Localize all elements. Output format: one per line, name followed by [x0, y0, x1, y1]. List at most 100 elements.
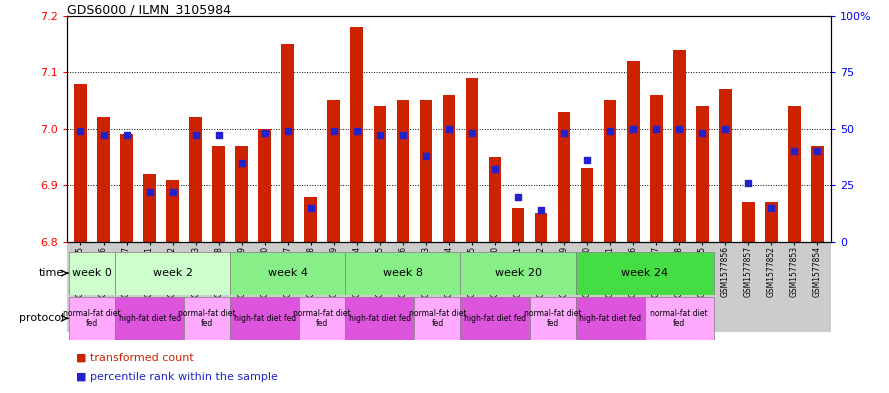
Point: [741, 180, 756, 186]
Bar: [396, 101, 409, 242]
Text: time: time: [39, 268, 64, 278]
Point: [695, 130, 709, 136]
Text: week 24: week 24: [621, 268, 669, 278]
Bar: [604, 101, 616, 242]
Point: [372, 132, 387, 139]
Bar: [230, 252, 345, 295]
Bar: [696, 106, 709, 242]
Point: [142, 189, 156, 195]
Bar: [581, 168, 594, 242]
Point: [165, 189, 180, 195]
Text: week 20: week 20: [494, 268, 541, 278]
Text: protocol: protocol: [20, 313, 64, 323]
Text: high-fat diet fed: high-fat diet fed: [348, 314, 411, 323]
Point: [649, 126, 663, 132]
Bar: [327, 101, 340, 242]
Text: normal-fat diet
fed: normal-fat diet fed: [63, 309, 121, 328]
Bar: [230, 297, 300, 340]
Text: normal-fat diet
fed: normal-fat diet fed: [179, 309, 236, 328]
Bar: [304, 196, 317, 242]
Bar: [69, 297, 115, 340]
Point: [810, 148, 824, 154]
Bar: [443, 95, 455, 242]
Bar: [300, 297, 345, 340]
Bar: [765, 202, 778, 242]
Point: [419, 153, 433, 159]
Text: high-fat diet fed: high-fat diet fed: [118, 314, 180, 323]
Bar: [345, 297, 414, 340]
Bar: [115, 297, 184, 340]
Point: [281, 128, 295, 134]
Point: [212, 132, 226, 139]
Bar: [212, 146, 225, 242]
Text: normal-fat diet
fed: normal-fat diet fed: [409, 309, 466, 328]
Bar: [115, 252, 230, 295]
Bar: [466, 78, 478, 242]
Text: ■ percentile rank within the sample: ■ percentile rank within the sample: [76, 372, 277, 382]
Point: [488, 166, 502, 173]
Bar: [489, 157, 501, 242]
Point: [235, 160, 249, 166]
Point: [672, 126, 686, 132]
Point: [465, 130, 479, 136]
Bar: [811, 146, 824, 242]
Point: [96, 132, 110, 139]
Bar: [673, 50, 685, 242]
Bar: [350, 27, 364, 242]
Text: week 2: week 2: [153, 268, 193, 278]
Text: normal-fat diet
fed: normal-fat diet fed: [293, 309, 351, 328]
Bar: [512, 208, 525, 242]
Bar: [236, 146, 248, 242]
Bar: [166, 180, 179, 242]
Bar: [120, 134, 132, 242]
Bar: [530, 297, 575, 340]
Text: week 0: week 0: [72, 268, 112, 278]
Bar: [650, 95, 662, 242]
Bar: [74, 84, 87, 242]
Point: [304, 205, 318, 211]
Bar: [461, 252, 575, 295]
Text: week 4: week 4: [268, 268, 308, 278]
Point: [326, 128, 340, 134]
Point: [557, 130, 572, 136]
Bar: [627, 61, 639, 242]
Bar: [719, 89, 732, 242]
Bar: [259, 129, 271, 242]
Bar: [575, 252, 714, 295]
Point: [349, 128, 364, 134]
Bar: [97, 118, 110, 242]
Bar: [184, 297, 230, 340]
Point: [603, 128, 617, 134]
Bar: [373, 106, 386, 242]
Point: [119, 132, 133, 139]
Bar: [345, 252, 461, 295]
Bar: [189, 118, 202, 242]
Bar: [534, 213, 548, 242]
Point: [626, 126, 640, 132]
Point: [788, 148, 802, 154]
Point: [188, 132, 203, 139]
Text: high-fat diet fed: high-fat diet fed: [234, 314, 296, 323]
Text: normal-fat diet
fed: normal-fat diet fed: [651, 309, 708, 328]
Bar: [788, 106, 801, 242]
Bar: [282, 44, 294, 242]
Text: normal-fat diet
fed: normal-fat diet fed: [524, 309, 581, 328]
Point: [511, 193, 525, 200]
Text: high-fat diet fed: high-fat diet fed: [579, 314, 641, 323]
Point: [718, 126, 733, 132]
Bar: [143, 174, 156, 242]
Point: [580, 157, 594, 163]
Bar: [461, 297, 530, 340]
Bar: [742, 202, 755, 242]
Bar: [557, 112, 571, 242]
Bar: [69, 252, 115, 295]
Point: [74, 128, 88, 134]
Bar: [420, 101, 432, 242]
Text: high-fat diet fed: high-fat diet fed: [464, 314, 526, 323]
Text: ■ transformed count: ■ transformed count: [76, 353, 193, 363]
Bar: [414, 297, 461, 340]
Bar: [645, 297, 714, 340]
Point: [534, 207, 549, 213]
Text: week 8: week 8: [383, 268, 423, 278]
Point: [258, 130, 272, 136]
